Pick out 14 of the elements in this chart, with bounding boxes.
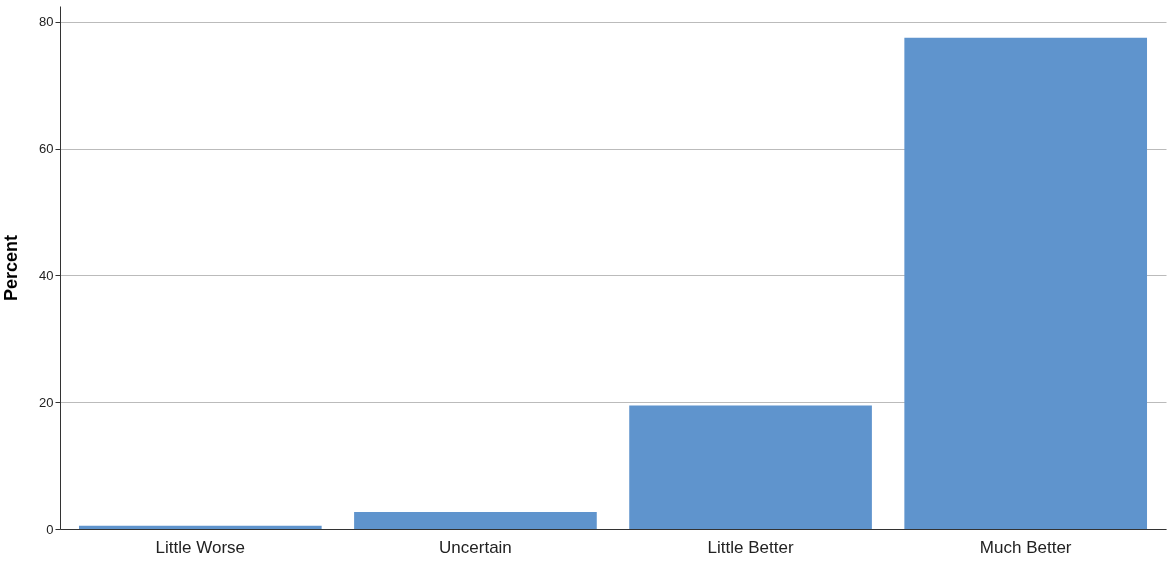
y-tick-label: 80	[39, 14, 54, 30]
y-axis-title: Percent	[1, 234, 22, 302]
y-tick-label: 0	[46, 521, 54, 537]
x-tick-label: Little Worse	[155, 537, 246, 557]
x-tick-label: Little Better	[707, 537, 794, 557]
y-tick-label: 40	[39, 267, 54, 283]
bar	[354, 511, 597, 529]
x-tick-label: Uncertain	[439, 537, 512, 557]
bar	[629, 405, 872, 529]
bar	[78, 525, 322, 529]
bar	[904, 37, 1148, 529]
x-tick-label: Much Better	[979, 537, 1072, 557]
y-tick-label: 20	[39, 394, 54, 410]
y-tick-label: 60	[39, 141, 54, 157]
